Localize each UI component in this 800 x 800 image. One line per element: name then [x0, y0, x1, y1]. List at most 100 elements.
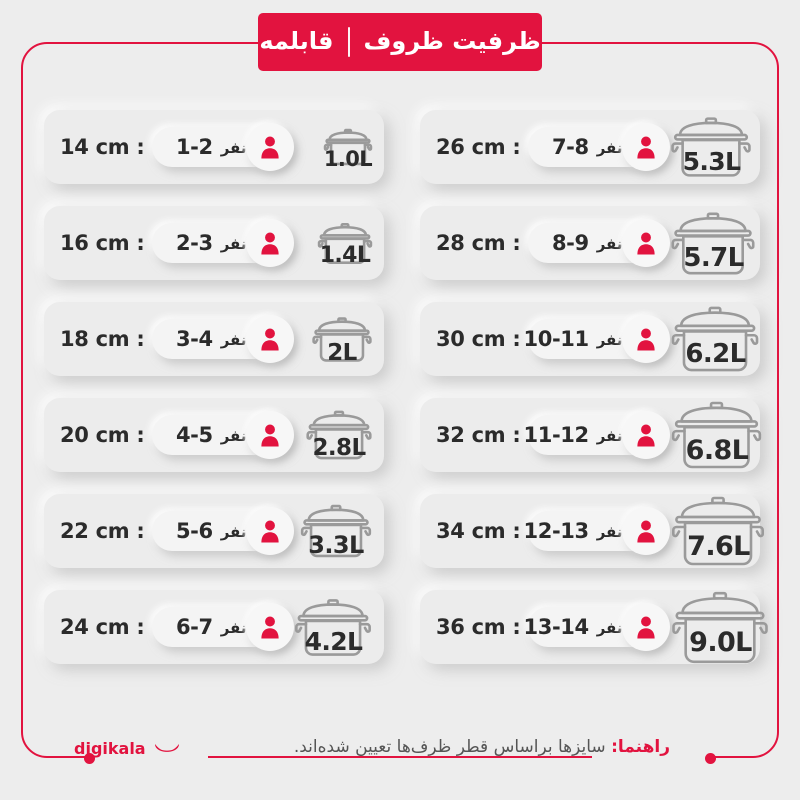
banner-separator	[347, 27, 350, 57]
servings-unit-label: نفر	[596, 331, 623, 349]
person-icon	[622, 315, 671, 363]
servings-pill: نفر 11-12	[524, 411, 671, 459]
pot-icon: 1.4L	[316, 222, 374, 268]
pot-diameter-label: 18 cm :	[60, 327, 145, 351]
servings-unit-label: نفر	[596, 427, 623, 445]
capacity-row: 18 cm : نفر 3-4 2L	[44, 302, 384, 376]
servings-count: 13-14	[523, 615, 590, 639]
servings-pill: نفر 3-4	[152, 315, 295, 363]
frame-bottom-right-gap	[592, 748, 712, 770]
servings-count: 3-4	[175, 327, 213, 351]
servings-unit-label: نفر	[220, 139, 247, 157]
servings-pill: نفر 13-14	[524, 603, 671, 651]
pot-diameter-label: 24 cm :	[60, 615, 145, 639]
pot-diameter-label: 30 cm :	[436, 327, 521, 351]
person-icon	[246, 123, 295, 171]
capacity-row: 20 cm : نفر 4-5 2.8L	[44, 398, 384, 472]
servings-count: 12-13	[523, 519, 590, 543]
frame-dot-right	[705, 753, 716, 764]
pot-icon: 2L	[310, 316, 374, 366]
pot-icon: 7.6L	[668, 494, 768, 568]
servings-pill: نفر 10-11	[524, 315, 671, 363]
servings-count: 1-2	[175, 135, 213, 159]
pot-icon: 3.3L	[298, 503, 374, 559]
pot-diameter-label: 14 cm :	[60, 135, 145, 159]
pot-diameter-label: 28 cm :	[436, 231, 521, 255]
pot-diameter-label: 34 cm :	[436, 519, 521, 543]
capacity-row: 24 cm : نفر 6-7 4.2L	[44, 590, 384, 664]
digikala-logo: digikala	[74, 741, 181, 759]
servings-pill: نفر 5-6	[152, 507, 295, 555]
title-banner: ظرفیت ظروف قابلمه	[258, 13, 542, 71]
servings-unit-label: نفر	[596, 523, 623, 541]
servings-count: 10-11	[523, 327, 590, 351]
servings-pill: نفر 2-3	[152, 219, 295, 267]
person-icon	[246, 507, 295, 555]
pot-diameter-label: 26 cm :	[436, 135, 521, 159]
pot-diameter-label: 32 cm :	[436, 423, 521, 447]
servings-count: 2-3	[175, 231, 213, 255]
person-icon	[246, 603, 295, 651]
pot-icon: 1.0L	[322, 128, 374, 171]
frame-dot-left	[84, 753, 95, 764]
person-icon	[622, 411, 671, 459]
pot-icon: 5.7L	[668, 210, 758, 277]
capacity-row: 28 cm : نفر 8-9 5.7L	[420, 206, 760, 280]
banner-title-right: ظرفیت ظروف	[363, 26, 541, 55]
servings-unit-label: نفر	[220, 523, 247, 541]
servings-count: 4-5	[175, 423, 213, 447]
banner-title-left: قابلمه	[259, 26, 334, 55]
pot-icon: 9.0L	[668, 589, 772, 666]
servings-count: 6-7	[175, 615, 213, 639]
pot-icon: 4.2L	[292, 597, 374, 658]
capacity-row: 36 cm : نفر 13-14 9.0L	[420, 590, 769, 664]
servings-count: 11-12	[523, 423, 590, 447]
capacity-row: 32 cm : نفر 11-12 6.8L	[420, 398, 762, 472]
servings-pill: نفر 4-5	[152, 411, 295, 459]
footer-note-text: سایزها براساس قطر ظرف‌ها تعیین شده‌اند.	[293, 737, 612, 757]
person-icon	[246, 219, 295, 267]
footer: راهنما: سایزها براساس قطر ظرف‌ها تعیین ش…	[0, 735, 800, 783]
servings-pill: نفر 1-2	[152, 123, 295, 171]
footer-note-prefix: راهنما:	[611, 737, 670, 757]
pot-diameter-label: 20 cm :	[60, 423, 145, 447]
capacity-row: 14 cm : نفر 1-2 1.0L	[44, 110, 384, 184]
servings-unit-label: نفر	[220, 427, 247, 445]
footer-note: راهنما: سایزها براساس قطر ظرف‌ها تعیین ش…	[294, 737, 670, 757]
servings-unit-label: نفر	[596, 619, 623, 637]
person-icon	[246, 411, 295, 459]
servings-count: 5-6	[175, 519, 213, 543]
person-icon	[246, 315, 295, 363]
servings-unit-label: نفر	[596, 235, 623, 253]
servings-unit-label: نفر	[220, 331, 247, 349]
digikala-smile-icon	[153, 741, 181, 759]
capacity-row: 16 cm : نفر 2-3 1.4L	[44, 206, 384, 280]
servings-pill: نفر 8-9	[528, 219, 671, 267]
person-icon	[622, 507, 671, 555]
servings-pill: نفر 7-8	[528, 123, 671, 171]
capacity-grid: 14 cm : نفر 1-2 1.0L 26 cm : نفر 7-8 5.3L 16 cm …	[44, 110, 769, 664]
capacity-row: 30 cm : نفر 10-11 6.2L	[420, 302, 760, 376]
servings-pill: نفر 12-13	[524, 507, 671, 555]
servings-pill: نفر 6-7	[152, 603, 295, 651]
capacity-row: 26 cm : نفر 7-8 5.3L	[420, 110, 760, 184]
servings-unit-label: نفر	[596, 139, 623, 157]
pot-icon: 6.2L	[668, 304, 762, 374]
pot-diameter-label: 36 cm :	[436, 615, 521, 639]
servings-count: 7-8	[551, 135, 589, 159]
servings-unit-label: نفر	[220, 235, 247, 253]
capacity-row: 34 cm : نفر 12-13 7.6L	[420, 494, 765, 568]
person-icon	[622, 603, 671, 651]
frame-bottom-left-gap	[88, 748, 208, 770]
pot-icon: 2.8L	[304, 409, 374, 461]
person-icon	[622, 219, 671, 267]
pot-diameter-label: 16 cm :	[60, 231, 145, 255]
pot-icon: 6.8L	[668, 399, 765, 471]
servings-unit-label: نفر	[220, 619, 247, 637]
servings-count: 8-9	[551, 231, 589, 255]
person-icon	[622, 123, 671, 171]
pot-diameter-label: 22 cm :	[60, 519, 145, 543]
capacity-row: 22 cm : نفر 5-6 3.3L	[44, 494, 384, 568]
pot-icon: 5.3L	[668, 115, 754, 179]
